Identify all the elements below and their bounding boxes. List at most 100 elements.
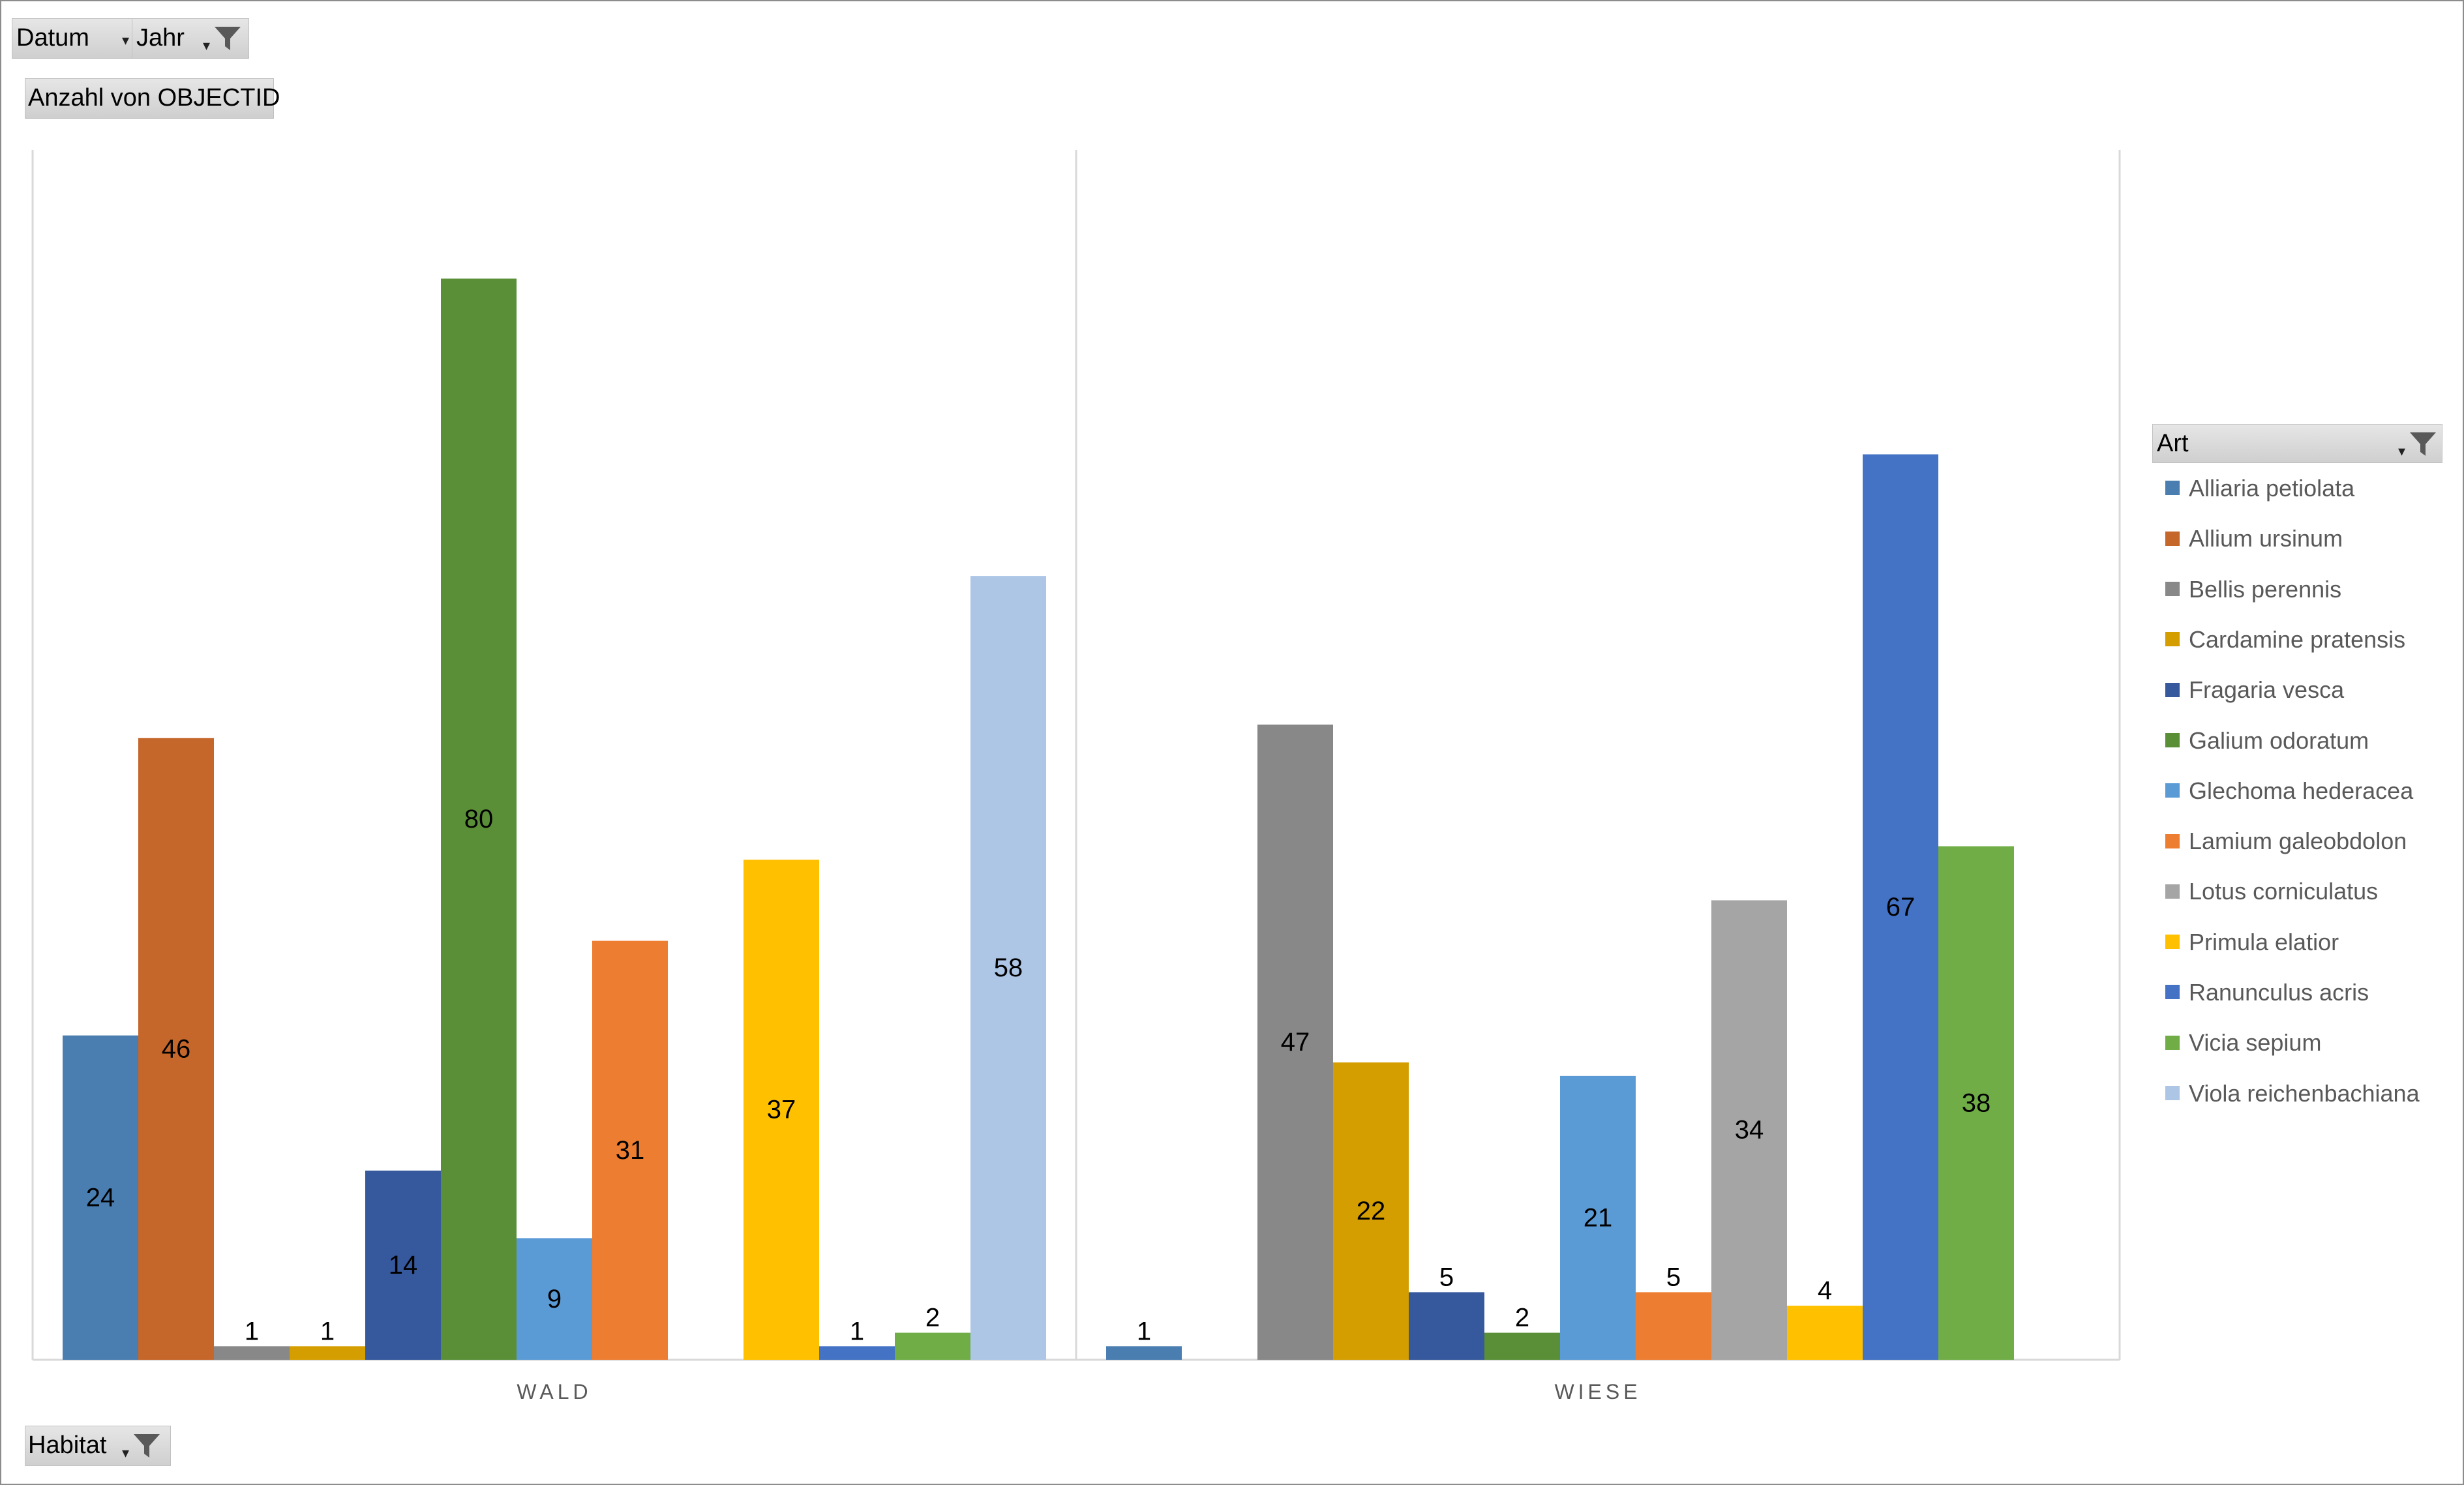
data-label: 21 — [1584, 1203, 1613, 1232]
value-field-label: Anzahl von OBJECTID — [28, 84, 280, 112]
data-label: 34 — [1735, 1116, 1764, 1145]
value-field-button[interactable]: Anzahl von OBJECTID — [25, 78, 280, 119]
legend-label: Fragaria vesca — [2189, 676, 2345, 704]
legend-label: Cardamine pratensis — [2189, 625, 2406, 653]
data-label: 5 — [1666, 1263, 1681, 1291]
legend-item: Vicia sepium — [2165, 1029, 2321, 1068]
legend-item: Lotus corniculatus — [2165, 878, 2378, 917]
data-label: 37 — [767, 1096, 796, 1124]
bar — [290, 1346, 365, 1360]
bar — [1863, 454, 1938, 1360]
bar — [744, 860, 819, 1360]
art-dropdown-arrow-icon[interactable]: ▾ — [2398, 443, 2406, 459]
legend-swatch — [2165, 783, 2180, 798]
jahr-filter-icon[interactable] — [213, 24, 242, 53]
jahr-dropdown-arrow-icon[interactable]: ▾ — [203, 37, 211, 53]
legend-swatch — [2165, 833, 2180, 848]
legend-item: Lamium galeobdolon — [2165, 828, 2407, 867]
legend-label: Vicia sepium — [2189, 1029, 2322, 1057]
data-label: 1 — [320, 1317, 335, 1345]
bar — [138, 738, 214, 1360]
bar — [1409, 1292, 1484, 1360]
category-label: WALD — [517, 1380, 592, 1403]
bar — [63, 1035, 138, 1360]
legend-swatch — [2165, 1035, 2180, 1050]
data-label: 67 — [1886, 893, 1916, 922]
legend-item: Galium odoratum — [2165, 727, 2369, 766]
legend-item: Fragaria vesca — [2165, 676, 2344, 715]
habitat-filter-icon[interactable] — [132, 1432, 161, 1460]
data-label: 1 — [245, 1317, 259, 1345]
legend-swatch — [2165, 531, 2180, 546]
category-label: WIESE — [1554, 1380, 1641, 1403]
legend-label: Ranunculus acris — [2189, 979, 2369, 1006]
legend-swatch — [2165, 1086, 2180, 1101]
datum-field-button[interactable]: Datum ▾ — [12, 18, 136, 59]
legend-item: Viola reichenbachiana — [2165, 1080, 2420, 1119]
legend-swatch — [2165, 682, 2180, 697]
legend-label: Bellis perennis — [2189, 575, 2342, 603]
legend-label: Alliaria petiolata — [2189, 475, 2355, 502]
art-field-button[interactable]: Art ▾ — [2152, 424, 2442, 463]
legend-label: Glechoma hederacea — [2189, 777, 2414, 804]
data-label: 38 — [1962, 1088, 1991, 1117]
legend-swatch — [2165, 935, 2180, 950]
data-label: 1 — [1137, 1317, 1151, 1345]
legend-swatch — [2165, 732, 2180, 747]
bar — [895, 1332, 970, 1360]
legend-label: Viola reichenbachiana — [2189, 1079, 2420, 1107]
legend-item: Cardamine pratensis — [2165, 626, 2405, 665]
legend-item: Alliaria petiolata — [2165, 475, 2354, 514]
bar — [214, 1346, 290, 1360]
art-filter-icon[interactable] — [2409, 430, 2437, 458]
data-label: 31 — [616, 1136, 645, 1165]
legend-swatch — [2165, 985, 2180, 1000]
jahr-field-label: Jahr — [136, 24, 185, 52]
bar — [1636, 1292, 1711, 1360]
legend-item: Bellis perennis — [2165, 576, 2341, 615]
bar — [592, 940, 668, 1360]
bar — [365, 1170, 441, 1360]
data-label: 14 — [389, 1251, 418, 1280]
legend-item: Glechoma hederacea — [2165, 777, 2413, 817]
jahr-field-button[interactable]: Jahr ▾ — [132, 18, 249, 59]
legend-item: Primula elatior — [2165, 929, 2339, 968]
data-label: 80 — [464, 805, 494, 833]
data-label: 24 — [86, 1183, 115, 1212]
bar — [819, 1346, 895, 1360]
legend-label: Lamium galeobdolon — [2189, 828, 2407, 855]
data-label: 2 — [1515, 1304, 1529, 1332]
bar — [1711, 900, 1787, 1360]
bar — [1560, 1075, 1636, 1360]
legend-label: Allium ursinum — [2189, 525, 2343, 552]
bar — [1333, 1062, 1409, 1360]
data-label: 47 — [1281, 1028, 1310, 1057]
data-label: 5 — [1439, 1263, 1454, 1291]
bar — [441, 278, 517, 1360]
bar — [1787, 1306, 1863, 1360]
datum-field-label: Datum — [16, 24, 89, 52]
legend-label: Lotus corniculatus — [2189, 878, 2379, 905]
data-label: 58 — [994, 953, 1023, 982]
bar — [1484, 1332, 1560, 1360]
data-label: 9 — [547, 1285, 562, 1313]
legend-swatch — [2165, 582, 2180, 597]
data-label: 46 — [162, 1034, 191, 1063]
data-label: 1 — [850, 1317, 864, 1345]
datum-dropdown-arrow-icon[interactable]: ▾ — [122, 32, 130, 48]
legend-label: Primula elatior — [2189, 928, 2339, 955]
data-label: 4 — [1818, 1276, 1832, 1305]
data-label: 22 — [1357, 1197, 1386, 1225]
data-label: 2 — [925, 1304, 940, 1332]
habitat-field-label: Habitat — [28, 1432, 107, 1459]
bar — [1938, 846, 2014, 1360]
legend-item: Allium ursinum — [2165, 525, 2343, 564]
bar — [1106, 1346, 1182, 1360]
habitat-field-button[interactable]: Habitat ▾ — [25, 1426, 171, 1466]
legend-item: Ranunculus acris — [2165, 979, 2369, 1018]
legend-swatch — [2165, 481, 2180, 496]
habitat-dropdown-arrow-icon[interactable]: ▾ — [122, 1445, 130, 1461]
bar — [517, 1238, 592, 1360]
